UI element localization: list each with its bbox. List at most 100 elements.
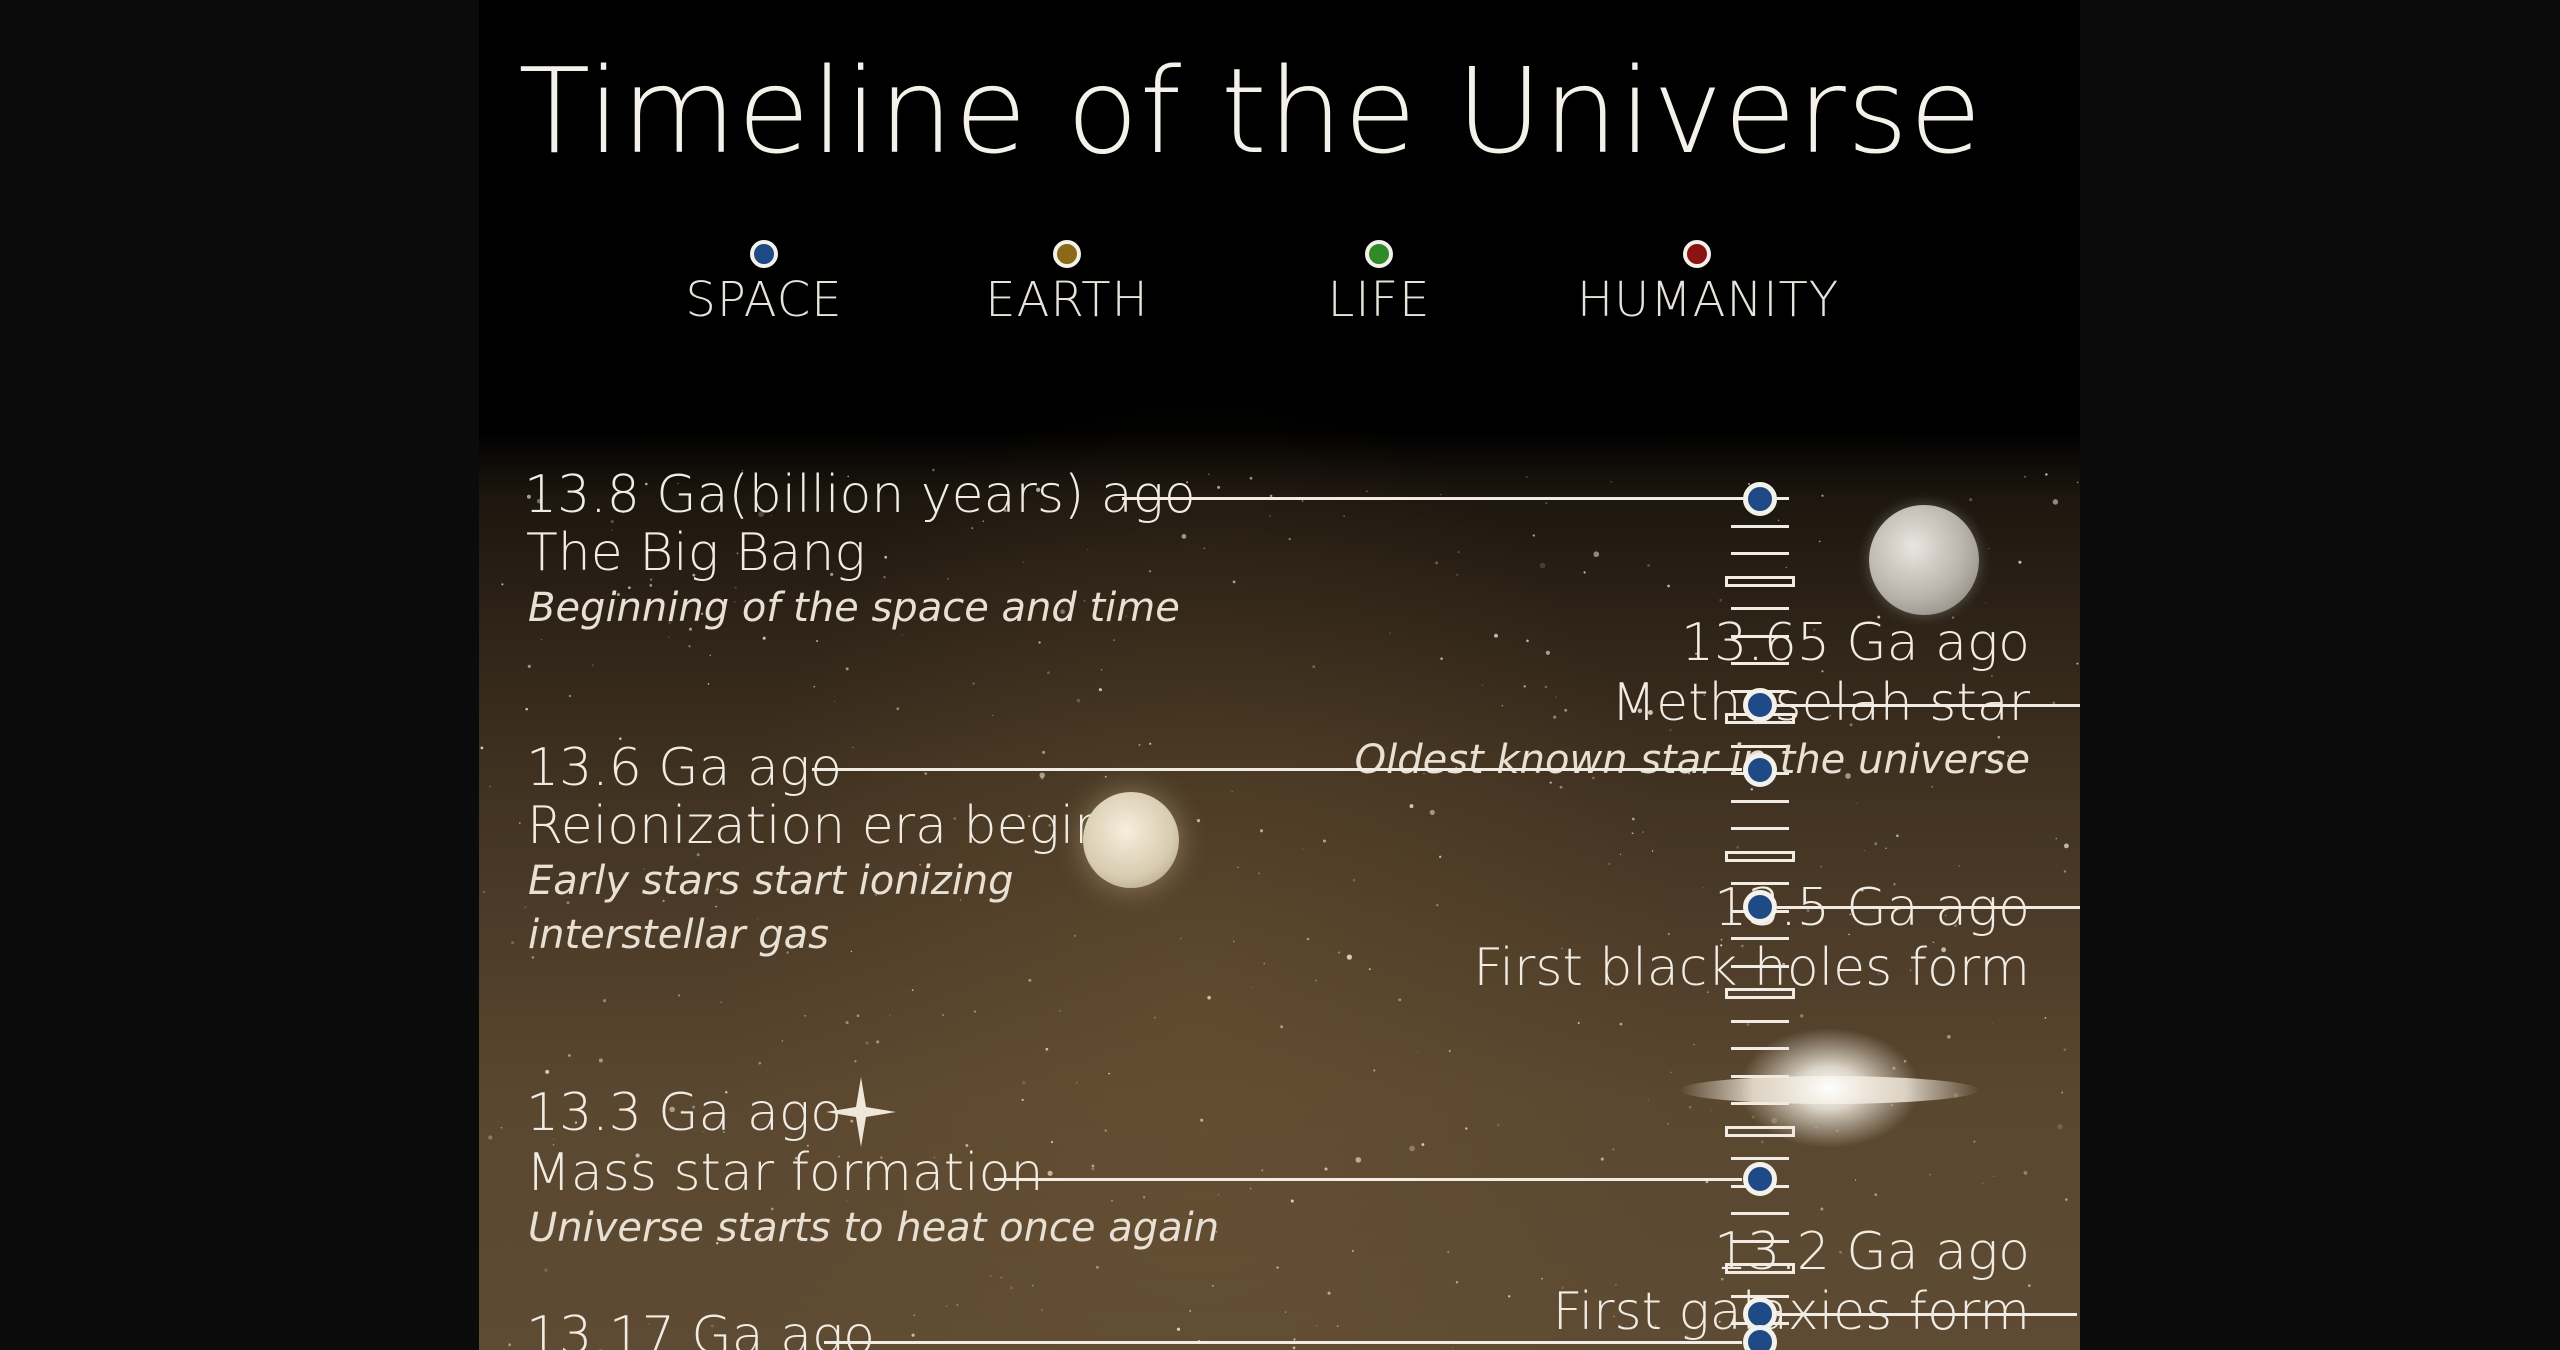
star-dot	[911, 989, 914, 991]
star-dot	[1785, 566, 1787, 569]
star-dot	[1991, 1023, 1993, 1025]
star-dot	[616, 592, 620, 597]
star-dot	[1829, 714, 1832, 717]
star-dot	[734, 586, 737, 589]
star-dot	[2063, 870, 2067, 873]
star-dot	[1389, 632, 1391, 634]
event-description: Oldest known star in the universe	[1354, 737, 2030, 783]
star-dot	[1685, 1335, 1689, 1339]
star-dot	[856, 1014, 860, 1018]
timeline-tick-major	[1725, 1263, 1795, 1274]
star-dot	[1702, 887, 1705, 889]
star-dot	[1559, 785, 1563, 789]
star-dot	[1456, 573, 1459, 576]
star-dot	[1186, 481, 1189, 484]
star-dot	[1507, 1295, 1511, 1298]
star-dot	[876, 1040, 880, 1044]
star-dot	[2063, 843, 2069, 849]
star-dot	[1196, 819, 1201, 823]
timeline-tick	[1731, 827, 1789, 830]
star-dot	[710, 1324, 714, 1328]
star-dot	[1740, 944, 1744, 948]
star-dot	[2061, 1091, 2064, 1094]
star-dot	[953, 817, 957, 820]
star-dot	[846, 1200, 848, 1202]
star-dot	[758, 1234, 762, 1237]
event-description: Beginning of the space and time	[528, 585, 1180, 631]
star-dot	[1856, 802, 1858, 805]
legend-label-earth: EARTH	[985, 272, 1149, 328]
star-dot	[762, 636, 766, 640]
star-dot	[725, 1090, 728, 1094]
event-node-space	[1743, 890, 1777, 924]
star-dot	[1523, 685, 1526, 688]
star-dot	[1293, 1338, 1296, 1341]
star-dot	[1290, 1199, 1294, 1203]
star-dot	[2065, 1198, 2068, 1201]
star-dot	[1200, 1118, 1204, 1122]
star-dot	[880, 1156, 883, 1159]
star-dot	[677, 482, 679, 485]
star-dot	[1501, 705, 1503, 707]
star-dot	[1988, 547, 1990, 550]
star-dot	[2057, 1124, 2063, 1130]
star-dot	[1555, 696, 1557, 698]
star-dot	[1975, 919, 1979, 922]
star-dot	[1877, 615, 1881, 619]
star-dot	[1669, 728, 1672, 732]
star-dot	[1455, 766, 1457, 769]
star-dot	[647, 1323, 650, 1325]
timeline-panel: Timeline of the Universe SPACE EARTH LIF…	[479, 0, 2080, 1350]
star-dot	[716, 1242, 719, 1245]
star-dot	[1693, 1043, 1695, 1046]
star-dot	[884, 555, 888, 559]
star-dot	[1750, 788, 1753, 791]
event-date: 13.65 Ga ago	[1681, 613, 2030, 673]
star-dot	[1900, 772, 1903, 774]
star-dot	[1249, 1187, 1252, 1190]
star-dot	[688, 645, 691, 648]
star-dot	[2023, 1170, 2028, 1175]
event-node-space	[1743, 753, 1777, 787]
star-dot	[2044, 1017, 2047, 1019]
star-dot	[1631, 817, 1635, 821]
star-dot	[1920, 956, 1924, 960]
timeline-tick	[1731, 1294, 1789, 1298]
star-dot	[1306, 937, 1310, 941]
star-dot	[845, 667, 849, 671]
star-dot	[1997, 735, 2001, 739]
star-dot	[1038, 641, 1041, 644]
star-dot	[1301, 500, 1304, 502]
legend-label-humanity: HUMANITY	[1577, 272, 1840, 328]
star-dot	[1111, 1199, 1113, 1202]
star-dot	[850, 950, 853, 953]
timeline-tick	[1731, 524, 1789, 528]
star-dot	[972, 682, 975, 685]
star-dot	[1045, 1047, 1049, 1051]
star-dot	[1409, 804, 1414, 809]
star-dot	[1874, 1193, 1878, 1197]
star-dot	[1951, 616, 1955, 619]
star-dot	[770, 1207, 774, 1211]
star-dot	[1561, 1286, 1565, 1290]
star-dot	[1494, 633, 1498, 638]
star-dot	[1440, 657, 1443, 660]
star-dot	[854, 1060, 857, 1063]
timeline-tick	[1731, 964, 1789, 968]
star-dot	[1257, 872, 1261, 875]
star-dot	[1421, 1143, 1425, 1146]
star-dot	[1813, 628, 1816, 632]
star-dot	[619, 737, 622, 740]
star-dot	[1280, 1025, 1284, 1029]
star-dot	[1577, 1022, 1580, 1024]
star-dot	[1991, 674, 1993, 677]
star-dot	[1954, 924, 1957, 928]
star-dot	[1845, 773, 1851, 779]
star-dot	[1820, 865, 1823, 868]
star-dot	[643, 868, 645, 870]
star-dot	[992, 714, 994, 717]
star-dot	[901, 634, 903, 636]
star-dot	[1263, 962, 1266, 965]
legend-item-life: LIFE	[1259, 240, 1499, 328]
star-dot	[744, 599, 747, 602]
